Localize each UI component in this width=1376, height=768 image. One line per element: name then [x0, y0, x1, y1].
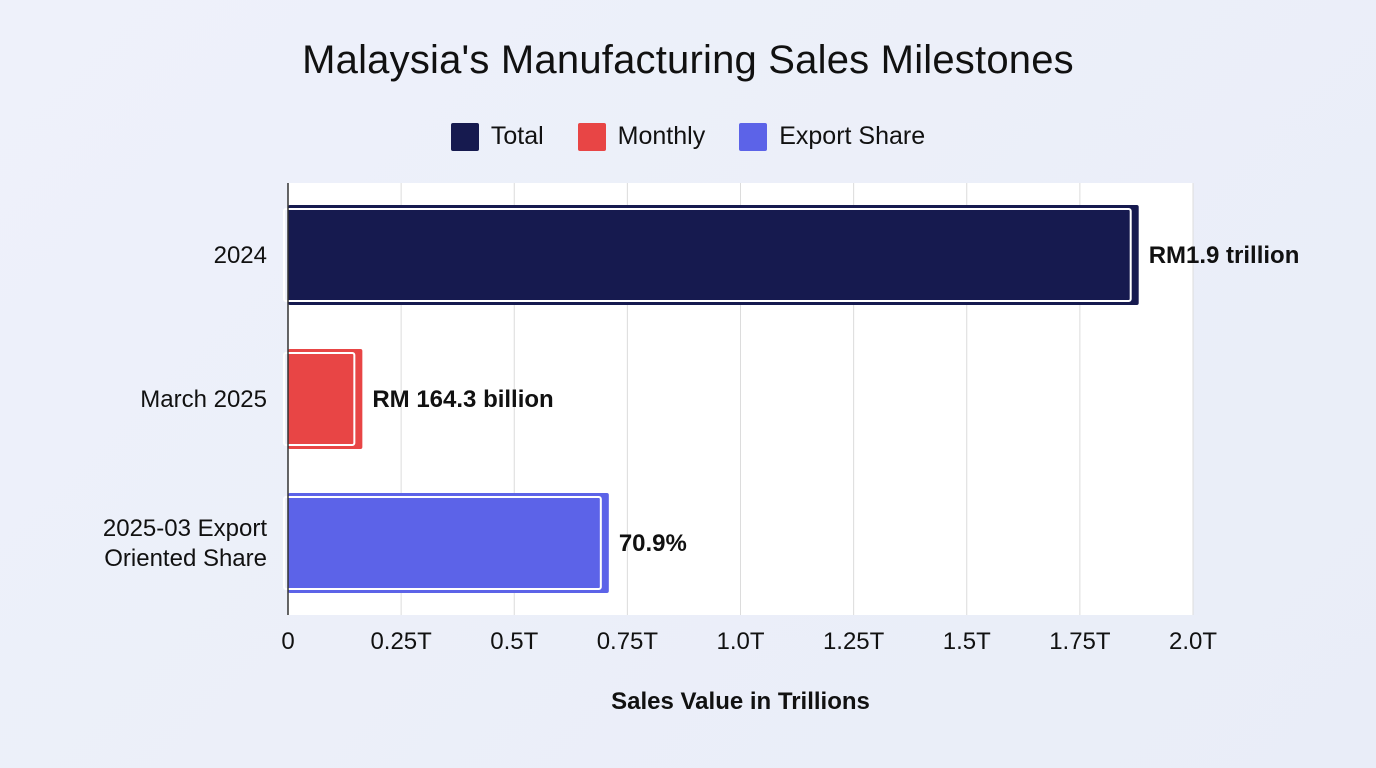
category-label-0: 2024 — [214, 242, 267, 269]
x-tick-label-4: 1.0T — [716, 628, 764, 655]
x-tick-label-0: 0 — [281, 628, 294, 655]
legend-label-monthly: Monthly — [617, 122, 706, 150]
bar-2 — [288, 493, 609, 593]
x-tick-label-3: 0.75T — [597, 628, 659, 655]
legend-swatch-export-share — [739, 122, 768, 151]
legend: Total Monthly Export Share — [0, 122, 1376, 151]
bar-1 — [288, 349, 363, 449]
x-tick-label-8: 2.0T — [1169, 628, 1217, 655]
bar-inner-outline-2 — [283, 496, 602, 590]
value-label-0: RM1.9 trillion — [1149, 242, 1300, 269]
x-tick-label-2: 0.5T — [490, 628, 538, 655]
legend-label-export-share: Export Share — [779, 122, 926, 150]
legend-label-total: Total — [490, 122, 544, 150]
x-tick-label-6: 1.5T — [943, 628, 991, 655]
category-label-2-line-1: Oriented Share — [104, 545, 267, 572]
legend-item-export-share: Export Share — [739, 122, 925, 151]
x-tick-label-5: 1.25T — [823, 628, 885, 655]
bar-inner-outline-1 — [283, 352, 356, 446]
legend-item-total: Total — [450, 122, 544, 151]
category-label-2-line-0: 2025-03 Export — [103, 515, 267, 542]
x-tick-label-7: 1.75T — [1049, 628, 1111, 655]
legend-swatch-monthly — [577, 122, 606, 151]
chart-title: Malaysia's Manufacturing Sales Milestone… — [302, 38, 1074, 82]
legend-swatch-total — [450, 122, 479, 151]
category-label-1: March 2025 — [140, 386, 267, 413]
x-axis-title: Sales Value in Trillions — [611, 688, 870, 715]
value-label-2: 70.9% — [619, 530, 687, 557]
x-tick-label-1: 0.25T — [370, 628, 432, 655]
bar-0 — [288, 205, 1139, 305]
legend-item-monthly: Monthly — [577, 122, 706, 151]
value-label-1: RM 164.3 billion — [372, 386, 553, 413]
bar-inner-outline-0 — [283, 208, 1132, 302]
